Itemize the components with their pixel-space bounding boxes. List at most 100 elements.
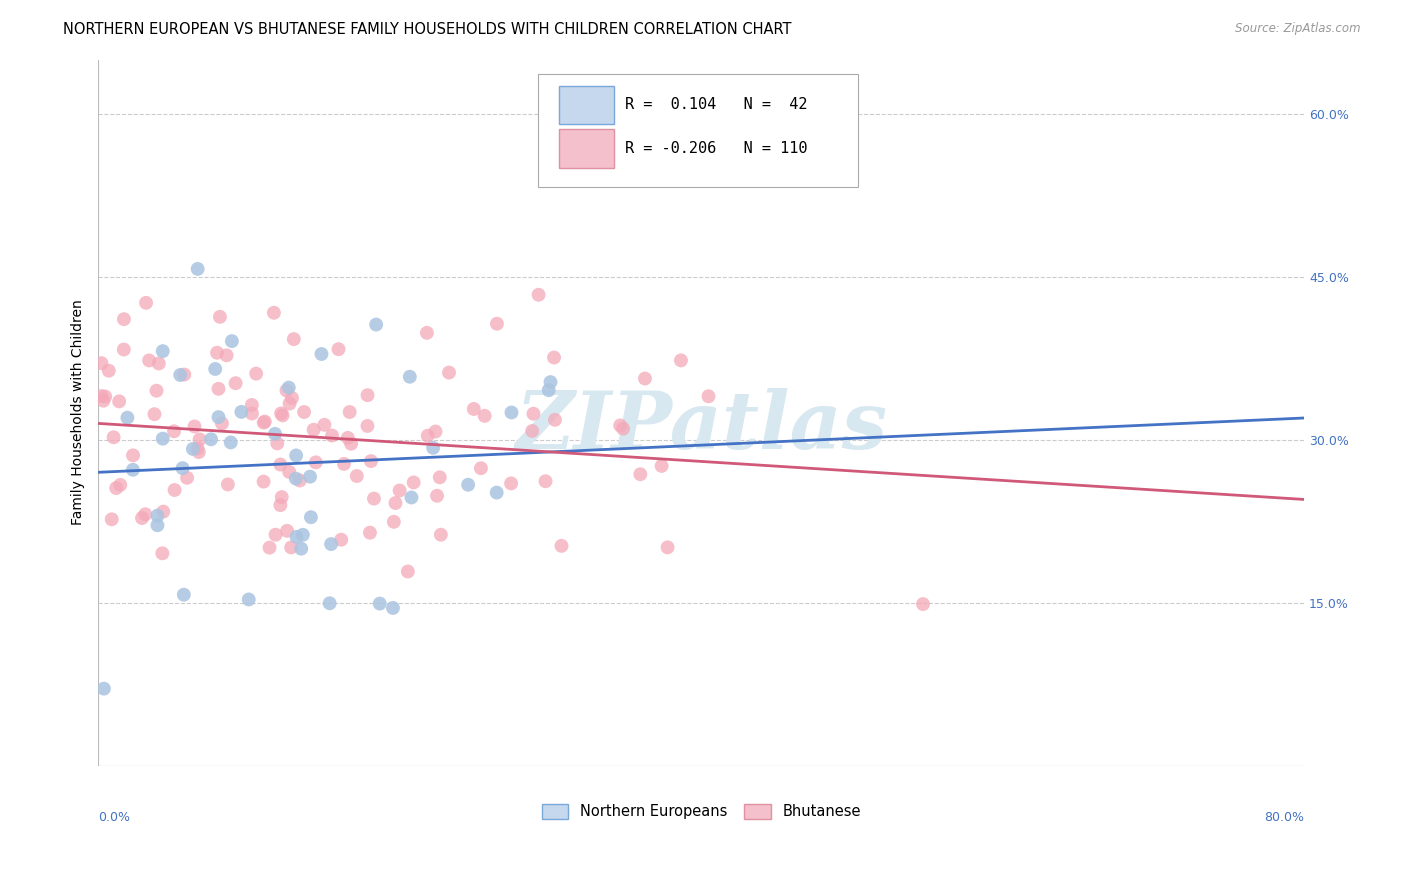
Point — [314, 417, 336, 432]
Point — [176, 471, 198, 485]
Point — [628, 467, 651, 482]
Point — [278, 465, 301, 479]
Point — [609, 418, 631, 433]
Point — [271, 409, 294, 423]
Point — [138, 353, 160, 368]
Point — [612, 422, 634, 436]
Point — [93, 681, 115, 696]
Point — [269, 498, 291, 512]
Point — [416, 428, 439, 442]
Point — [187, 445, 209, 459]
Point — [219, 435, 242, 450]
Point — [108, 394, 131, 409]
Point — [146, 508, 169, 523]
Text: R =  0.104   N =  42: R = 0.104 N = 42 — [626, 96, 808, 112]
Point — [103, 430, 125, 444]
Point — [263, 306, 285, 320]
Point — [276, 384, 298, 398]
Point — [634, 371, 657, 385]
Point — [366, 318, 388, 332]
Point — [187, 261, 209, 276]
Text: ZIPatlas: ZIPatlas — [515, 388, 887, 466]
FancyBboxPatch shape — [560, 86, 614, 124]
Point — [90, 356, 112, 370]
Point — [245, 367, 267, 381]
Point — [437, 366, 460, 380]
Point — [117, 410, 139, 425]
Point — [240, 407, 263, 421]
Point — [339, 405, 361, 419]
Point — [148, 356, 170, 370]
Point — [163, 424, 186, 438]
Point — [110, 478, 132, 492]
Point — [264, 426, 287, 441]
Point — [94, 390, 117, 404]
Point — [318, 596, 340, 610]
FancyBboxPatch shape — [538, 74, 858, 186]
Point — [657, 541, 679, 555]
Point — [211, 417, 233, 431]
Point — [360, 454, 382, 468]
Point — [152, 432, 174, 446]
Point — [540, 375, 562, 389]
Text: R = -0.206   N = 110: R = -0.206 N = 110 — [626, 141, 808, 156]
Point — [543, 351, 565, 365]
Point — [501, 476, 523, 491]
Point — [269, 458, 291, 472]
Point — [311, 347, 333, 361]
Point — [100, 512, 122, 526]
Point — [208, 310, 231, 324]
Point — [425, 425, 447, 439]
Text: 0.0%: 0.0% — [98, 812, 131, 824]
Point — [402, 475, 425, 490]
Point — [651, 458, 673, 473]
Point — [215, 348, 238, 362]
Point — [112, 343, 135, 357]
Point — [470, 461, 492, 475]
Point — [388, 483, 411, 498]
Point — [145, 384, 167, 398]
Point — [173, 368, 195, 382]
Point — [550, 539, 572, 553]
Point — [276, 524, 298, 538]
Point — [284, 472, 307, 486]
Point — [382, 515, 405, 529]
Point — [463, 401, 485, 416]
Point — [152, 344, 174, 359]
Point — [200, 432, 222, 446]
Point — [90, 389, 112, 403]
Point — [146, 518, 169, 533]
Point — [522, 424, 544, 438]
Point — [285, 449, 308, 463]
Point — [278, 396, 301, 410]
Point — [384, 496, 406, 510]
Point — [105, 481, 128, 495]
Point — [240, 398, 263, 412]
Point — [188, 433, 211, 447]
Point — [422, 441, 444, 455]
Text: 80.0%: 80.0% — [1264, 812, 1305, 824]
Point — [328, 342, 350, 356]
Point — [429, 470, 451, 484]
Point — [181, 442, 204, 456]
Point — [368, 597, 391, 611]
Point — [97, 364, 120, 378]
Y-axis label: Family Households with Children: Family Households with Children — [72, 300, 86, 525]
Point — [143, 407, 166, 421]
Point — [283, 332, 305, 346]
Point — [426, 489, 449, 503]
Point — [537, 383, 560, 397]
Text: Source: ZipAtlas.com: Source: ZipAtlas.com — [1236, 22, 1361, 36]
Point — [131, 511, 153, 525]
Point — [173, 588, 195, 602]
Point — [302, 423, 325, 437]
Point — [163, 483, 186, 497]
Point — [416, 326, 439, 340]
Point — [152, 505, 174, 519]
Point — [253, 416, 276, 430]
Point — [527, 287, 550, 301]
Point — [134, 508, 156, 522]
Point — [183, 419, 205, 434]
Point — [288, 474, 311, 488]
Point — [238, 592, 260, 607]
